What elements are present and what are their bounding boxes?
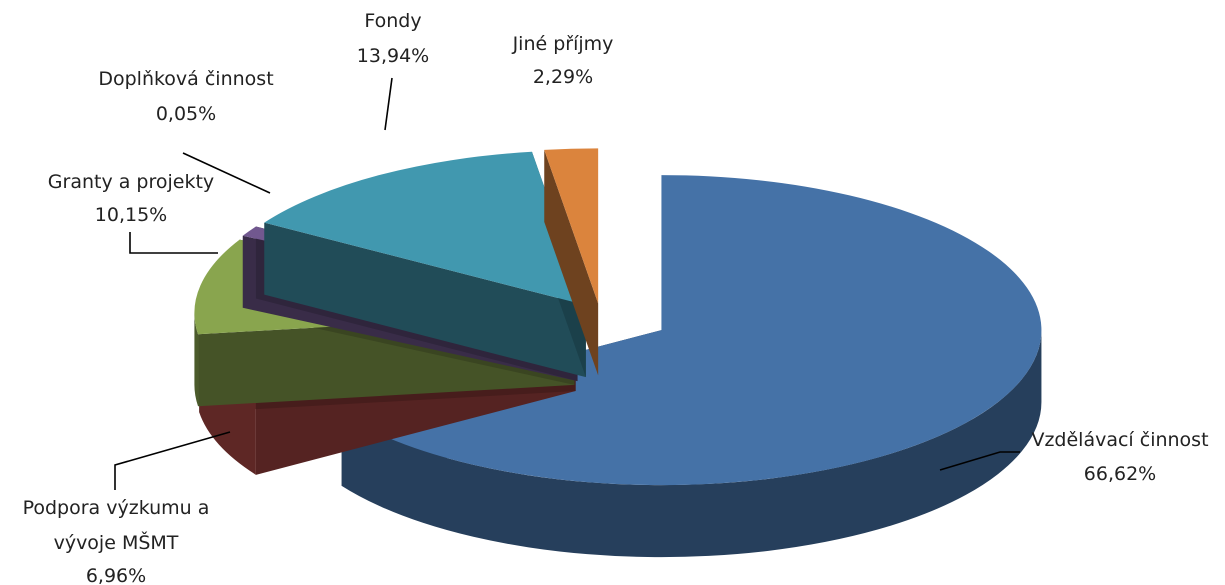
- label-granty-pct: 10,15%: [95, 204, 167, 226]
- label-jine-name: Jiné příjmy: [512, 33, 614, 55]
- leader-line-fondy: [384, 77, 393, 131]
- pie-slice-side-vzdelavaci: [341, 330, 1042, 558]
- label-fondy-name: Fondy: [364, 10, 421, 32]
- label-fondy-pct: 13,94%: [357, 45, 429, 67]
- leader-line-podpora: [114, 431, 231, 490]
- pie-slice-jine: [544, 148, 599, 376]
- label-granty-name: Granty a projekty: [48, 171, 214, 193]
- leader-line-doplnkova: [182, 152, 271, 194]
- pie-slice-side-granty: [194, 312, 199, 407]
- label-podpora-pct: 6,96%: [86, 565, 146, 585]
- leader-line-vzdelavaci: [939, 451, 1020, 471]
- leader-line-granty: [129, 232, 218, 254]
- pie-slice-top-vzdelavaci: [341, 175, 1042, 486]
- pie-slice-wall-jine-start: [544, 149, 599, 376]
- leader-lines: [114, 77, 1020, 490]
- pie-slice-top-jine: [544, 148, 599, 304]
- slice-labels: Fondy 13,94% Jiné příjmy 2,29% Doplňková…: [23, 10, 1209, 585]
- label-podpora-line2: vývoje MŠMT: [54, 530, 179, 554]
- pie-slice-wall-fondy-start: [264, 222, 586, 378]
- pie-slice-top-fondy: [264, 151, 586, 306]
- label-vzdelavaci-pct: 66,62%: [1084, 463, 1156, 485]
- label-vzdelavaci-name: Vzdělávací činnost: [1031, 429, 1208, 451]
- pie-slices: [194, 148, 1042, 558]
- label-doplnkova-name: Doplňková činnost: [98, 68, 273, 90]
- label-doplnkova-pct: 0,05%: [156, 103, 216, 125]
- label-jine-pct: 2,29%: [533, 66, 593, 88]
- label-podpora-line1: Podpora výzkumu a: [23, 497, 210, 519]
